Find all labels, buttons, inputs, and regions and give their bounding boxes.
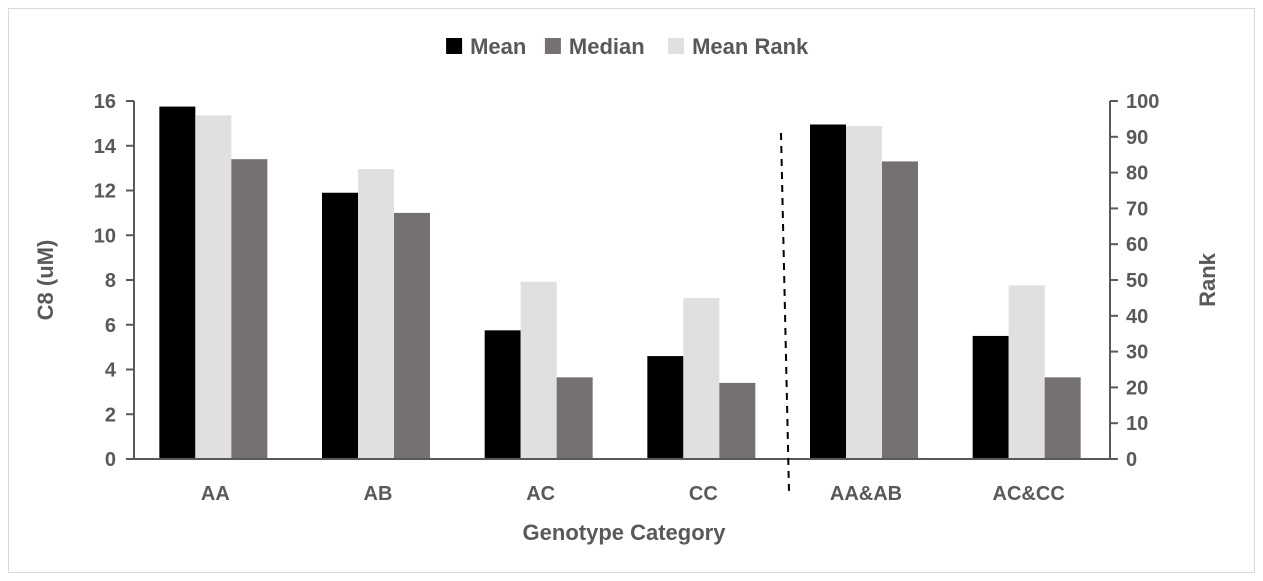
bar-mean-rank — [846, 126, 882, 459]
y-tick-label: 4 — [105, 360, 117, 382]
y-tick-label: 0 — [105, 449, 116, 471]
right-axis: 0 10 20 30 40 50 60 70 80 90 100 — [1109, 91, 1159, 471]
legend-swatch-mean-rank — [668, 38, 685, 54]
group-separator — [780, 132, 790, 493]
x-tick-label: AA&AB — [830, 483, 902, 505]
y2-tick-label: 90 — [1126, 127, 1148, 149]
legend-label-mean: Mean — [470, 34, 526, 59]
x-tick-label: AA — [201, 483, 230, 505]
y-axis-title: C8 (uM) — [33, 240, 58, 321]
y-tick-label: 12 — [94, 181, 116, 203]
x-tick-label: AB — [364, 483, 393, 505]
y2-tick-label: 40 — [1126, 306, 1148, 328]
y2-tick-label: 20 — [1126, 377, 1148, 399]
y2-tick-label: 70 — [1126, 198, 1148, 220]
y-tick-label: 10 — [94, 225, 116, 247]
bar-mean-rank — [195, 115, 232, 459]
bar-mean — [484, 330, 521, 459]
bar-mean-rank — [520, 281, 557, 459]
bar-median — [556, 377, 593, 459]
y2-axis-title: Rank — [1195, 252, 1220, 307]
y2-tick-label: 30 — [1126, 342, 1148, 364]
legend-swatch-mean — [446, 38, 463, 54]
bar-mean — [810, 124, 846, 460]
y2-tick-label: 80 — [1126, 163, 1148, 185]
bar-mean-rank — [683, 297, 720, 459]
bar-median — [882, 161, 918, 459]
bar-mean-rank — [1008, 285, 1045, 459]
y-tick-label: 2 — [105, 404, 116, 426]
y2-tick-label: 50 — [1126, 270, 1148, 292]
y-tick-label: 14 — [94, 136, 117, 158]
x-tick-label: AC — [526, 483, 555, 505]
legend-label-median: Median — [569, 34, 645, 59]
y2-tick-label: 60 — [1126, 234, 1148, 256]
left-axis: 0 2 4 6 8 10 12 14 16 — [94, 91, 135, 471]
y2-tick-label: 10 — [1126, 413, 1148, 435]
legend-label-mean-rank: Mean Rank — [692, 34, 809, 59]
x-axis: AA AB AC CC AA&AB AC&CC — [134, 458, 1110, 505]
y-tick-label: 8 — [105, 270, 116, 292]
y2-tick-label: 0 — [1126, 449, 1137, 471]
y2-tick-label: 100 — [1126, 91, 1159, 113]
y-tick-label: 16 — [94, 91, 116, 113]
x-tick-label: AC&CC — [993, 483, 1065, 505]
legend-swatch-median — [544, 38, 561, 54]
bar-mean — [972, 335, 1009, 459]
bar-median — [719, 382, 756, 459]
x-axis-title: Genotype Category — [523, 520, 727, 545]
bar-median — [394, 212, 430, 459]
y-tick-label: 6 — [105, 315, 116, 337]
bar-mean — [159, 106, 196, 459]
bar-mean-rank — [358, 169, 394, 459]
bar-mean — [322, 192, 358, 460]
bar-median — [231, 159, 268, 460]
bar-median — [1044, 377, 1081, 459]
x-tick-label: CC — [689, 483, 718, 505]
legend: Mean Median Mean Rank — [446, 34, 809, 59]
bar-mean — [647, 356, 684, 459]
bars — [159, 106, 1081, 460]
